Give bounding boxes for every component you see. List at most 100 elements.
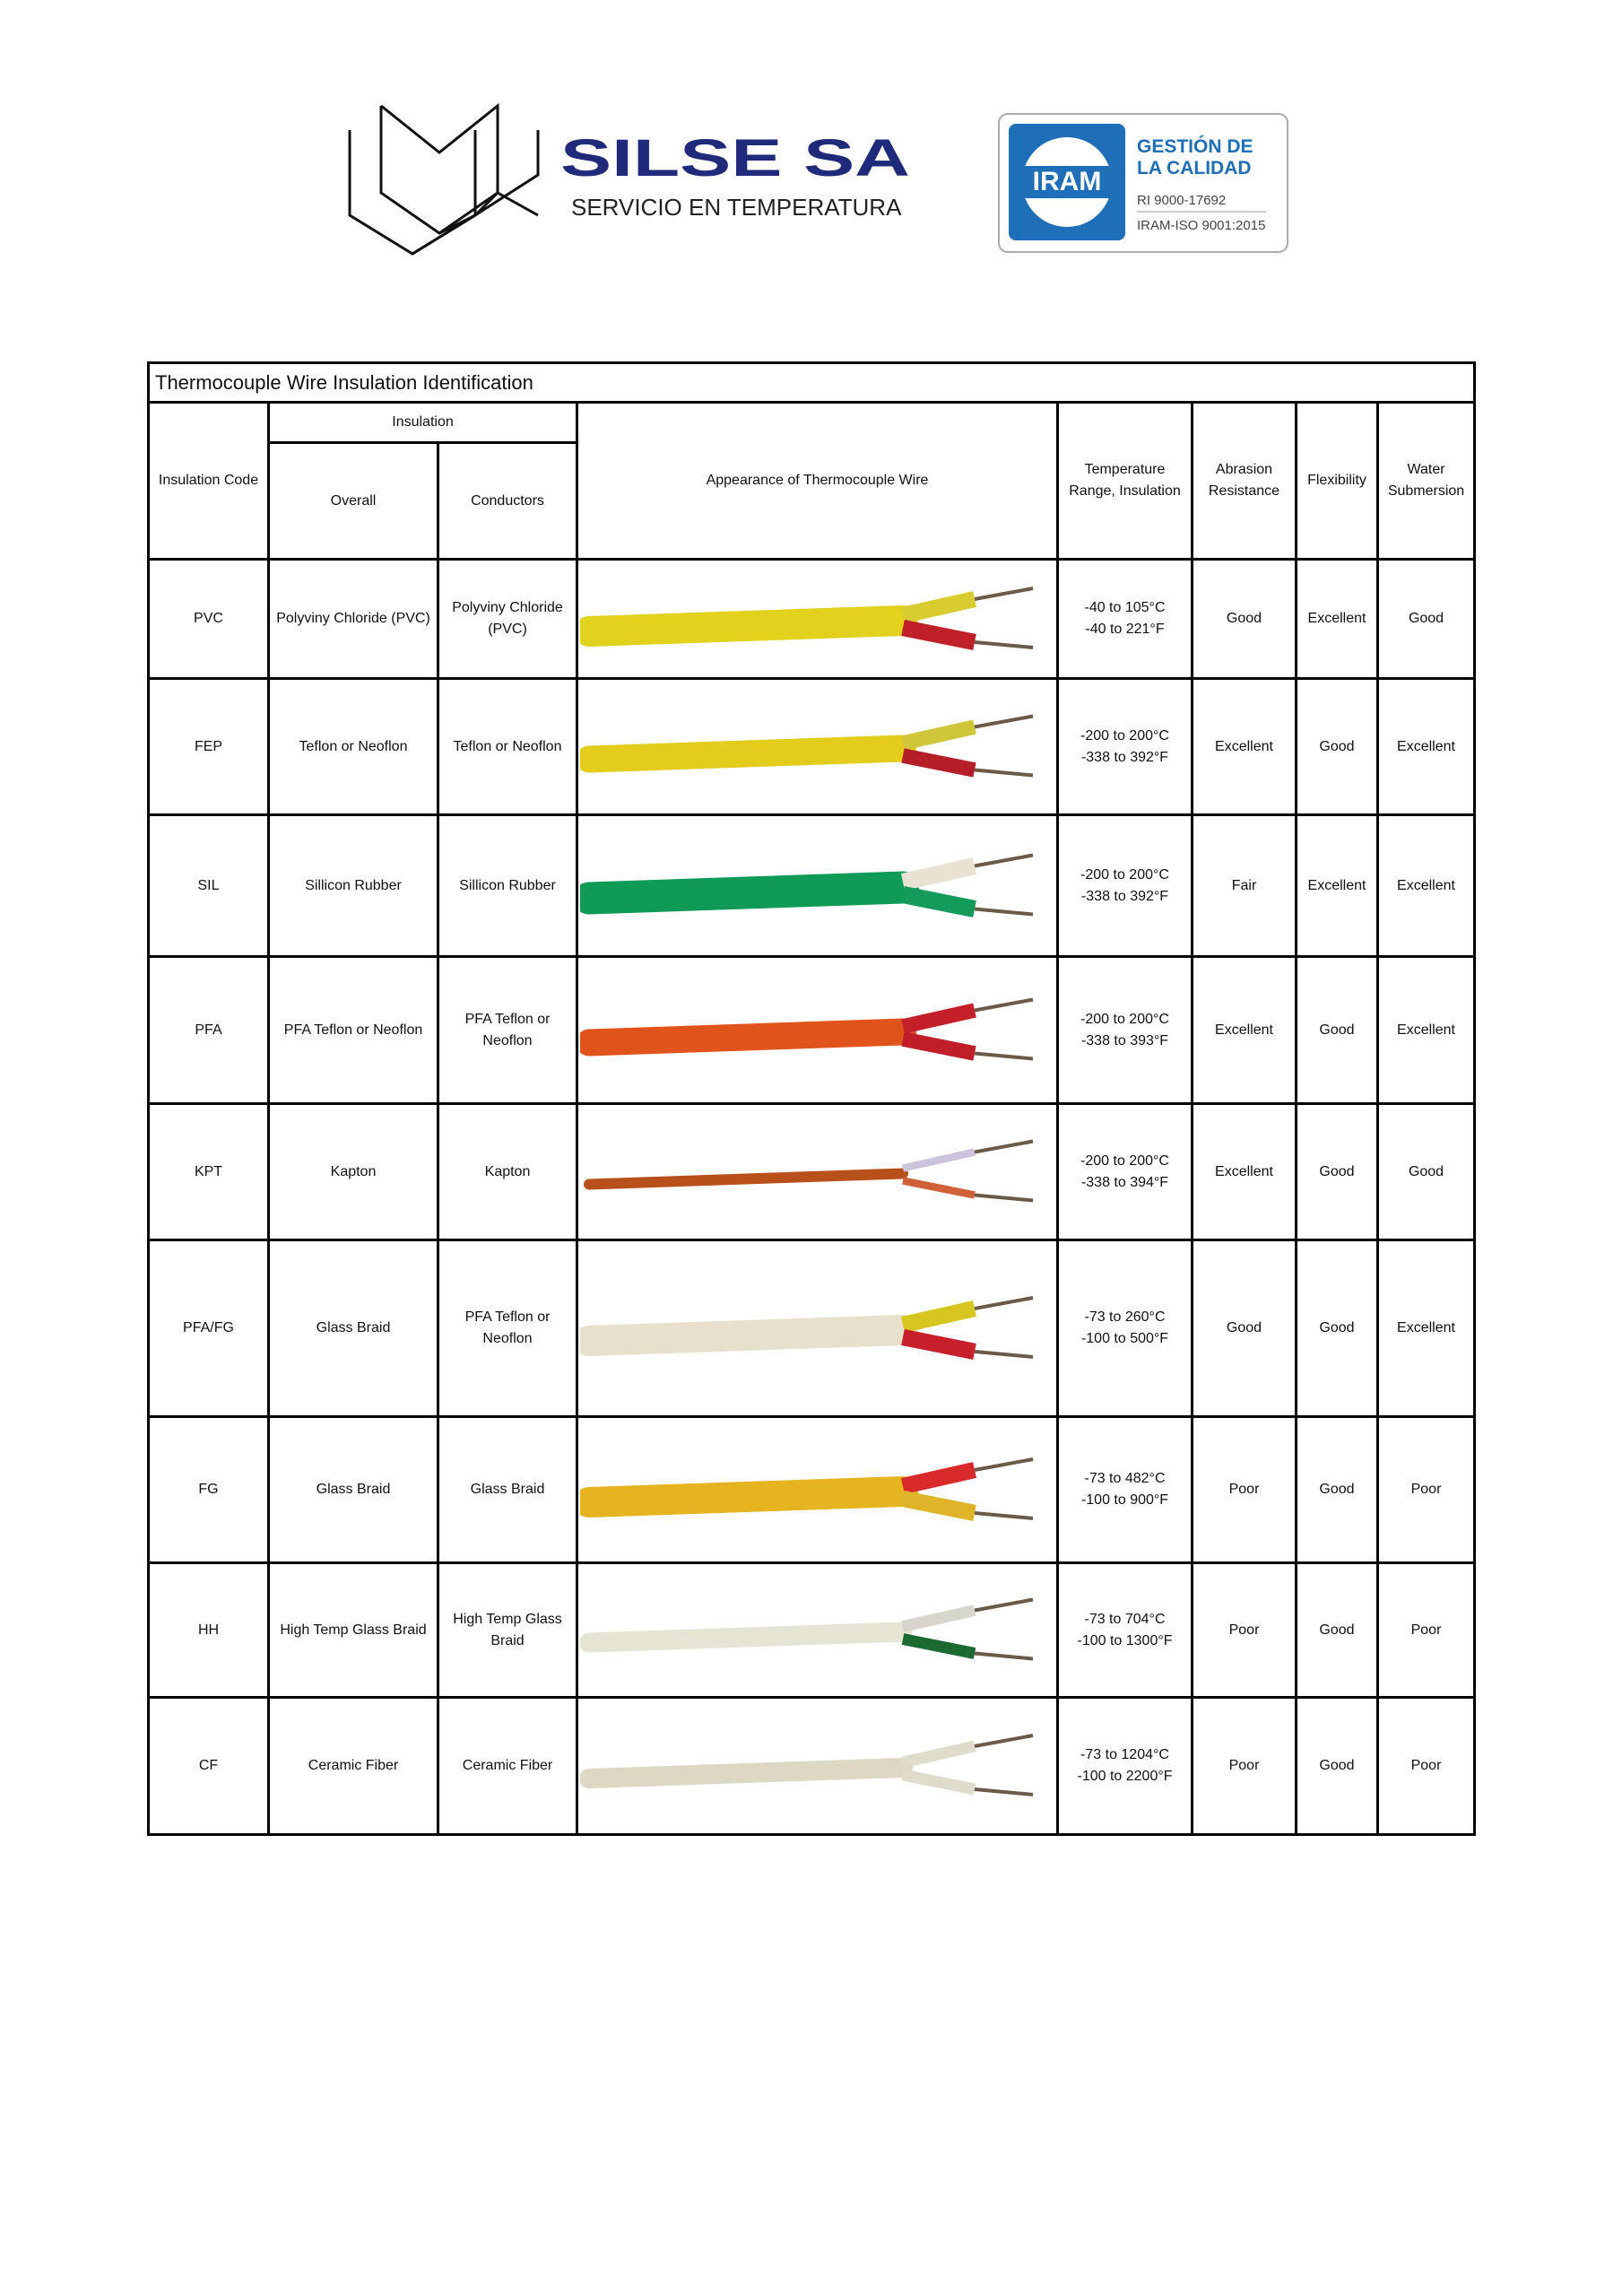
temperature-line: -338 to 394°F [1080,1174,1169,1190]
data-row: HH High Temp Glass Braid High Temp Glass B… [147,1561,1477,1699]
conductor-insulation: Polyviny Chloride (PVC) [437,558,578,680]
temperature-line: -100 to 900°F [1080,1492,1169,1508]
insulation-code: FEP [147,677,270,816]
wire-photo [576,1102,1059,1241]
wire-conductor [900,1462,976,1494]
flexibility-rating: Excellent [1295,813,1379,958]
header-row: Overall Conductors [149,441,1475,561]
column-header: Temperature Range, Insulation [1056,401,1193,561]
column-header: Appearance of Thermocouple Wire [576,401,1059,561]
wire-sheath [579,1622,913,1653]
wire-photo [576,1696,1059,1836]
overall-insulation: Kapton [267,1102,439,1241]
wire-bare-end [974,1296,1033,1310]
wire-conductor [900,719,976,751]
wire-bare-end [974,1734,1033,1748]
wire-illustration [579,714,1033,778]
flexibility-rating: Excellent [1295,558,1379,680]
overall-insulation: Ceramic Fiber [267,1696,439,1836]
temperature-range: -200 to 200°C -338 to 394°F [1056,1102,1193,1241]
wire-conductor [900,857,976,891]
temperature-line: -338 to 393°F [1080,1032,1169,1048]
column-header: Conductors [437,441,578,561]
conductor-insulation: High Temp Glass Braid [437,1561,578,1699]
insulation-code: FG [147,1415,270,1564]
flexibility-rating: Good [1295,1239,1379,1418]
wire-bare-end [974,1597,1033,1613]
insulation-code: PFA [147,955,270,1105]
wire-illustration [579,853,1033,918]
wire-sheath [579,1315,918,1356]
flexibility-rating: Good [1295,1415,1379,1564]
wire-bare-end [974,1350,1033,1359]
temperature-line: -73 to 260°C [1084,1309,1166,1325]
flexibility-rating: Good [1295,677,1379,816]
temperature-range: -40 to 105°C -40 to 221°F [1056,558,1193,680]
flexibility-rating: Good [1295,1102,1379,1241]
temperature-line: -73 to 1204°C [1080,1747,1169,1762]
wire-illustration [579,1296,1033,1360]
wire-bare-end [974,1651,1033,1661]
conductor-insulation: Kapton [437,1102,578,1241]
wire-conductor [900,1300,976,1333]
column-header: Flexibility [1295,401,1379,561]
wire-illustration [583,1139,1033,1203]
wire-conductor [900,591,976,623]
wire-bare-end [974,1193,1033,1203]
column-header: Water Submersion [1375,401,1477,561]
overall-insulation: Glass Braid [267,1415,439,1564]
wire-conductor [900,886,976,918]
overall-insulation: Sillicon Rubber [267,813,439,958]
tagline: SERVICIO EN TEMPERATURA [571,194,902,221]
temperature-line: -200 to 200°C [1080,1011,1169,1027]
data-row: PFA/FG Glass Braid PFA Teflon or Neoflon -7… [147,1239,1477,1418]
water-rating: Excellent [1375,955,1477,1105]
flexibility-rating: Good [1295,1561,1379,1699]
conductor-insulation: Sillicon Rubber [437,813,578,958]
header-row: Insulation Code Insulation Appearance of T… [147,401,1477,561]
conductor-insulation: Ceramic Fiber [437,1696,578,1836]
wire-sheath [583,1168,908,1190]
wire-sheath [579,735,916,773]
temperature-line: -40 to 105°C [1084,600,1166,615]
letterhead: SILSE SA SERVICIO EN TEMPERATURA IRAM GE… [348,102,1288,256]
temperature-line: -200 to 200°C [1080,727,1169,744]
wire-bare-end [974,1139,1033,1154]
wire-photo [576,1415,1059,1564]
temperature-range: -73 to 1204°C -100 to 2200°F [1056,1696,1193,1836]
wire-conductor [900,1031,976,1061]
insulation-code: CF [147,1696,270,1836]
temperature-line: -73 to 482°C [1084,1471,1166,1486]
wire-illustration [579,997,1033,1061]
data-row: PFA PFA Teflon or Neoflon PFA Teflon or Ne… [147,955,1477,1105]
title-row: Thermocouple Wire Insulation Identificat… [146,361,1477,404]
insulation-code: SIL [147,813,270,958]
water-rating: Poor [1375,1561,1477,1699]
temperature-line: -100 to 1300°F [1077,1632,1173,1648]
insulation-code: PVC [147,558,270,680]
wire-photo [576,955,1059,1105]
table-title: Thermocouple Wire Insulation Identificat… [146,361,1477,404]
wire-conductor [900,1003,976,1034]
overall-insulation: Polyviny Chloride (PVC) [267,558,439,680]
logo-mark [348,102,540,256]
wire-bare-end [974,768,1033,778]
temperature-line: -40 to 221°F [1085,622,1165,637]
insulation-table: Thermocouple Wire Insulation Identificat… [146,361,1477,1836]
flexibility-rating: Good [1295,1696,1379,1836]
wire-conductor [901,1769,976,1796]
abrasion-rating: Poor [1191,1415,1297,1564]
data-row: KPT Kapton Kapton -200 to 200°C -338 to 394°… [147,1102,1477,1241]
data-row: SIL Sillicon Rubber Sillicon Rubber -200 to… [147,813,1477,958]
wire-photo [576,1561,1059,1699]
abrasion-rating: Excellent [1191,1102,1297,1241]
conductor-insulation: Teflon or Neoflon [437,677,578,816]
wire-bare-end [974,1511,1033,1520]
water-rating: Poor [1375,1415,1477,1564]
abrasion-rating: Good [1191,558,1297,680]
wire-bare-end [974,907,1033,917]
abrasion-rating: Poor [1191,1561,1297,1699]
cert-logo-text: IRAM [1033,167,1102,196]
cert-line: GESTIÓN DE [1137,135,1253,157]
cert-code: RI 9000-17692 [1137,193,1226,208]
